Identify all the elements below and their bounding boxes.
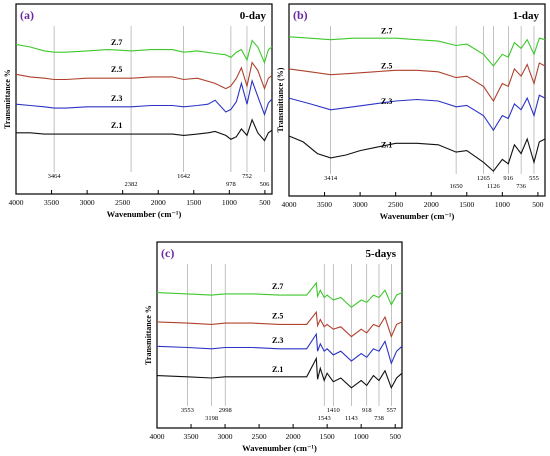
y-axis-label: Transmittance % <box>144 305 153 365</box>
peak-label: 1126 <box>487 183 501 190</box>
x-axis-label: Wavenumber (cm⁻¹) <box>380 211 455 221</box>
series-line-Z5 <box>288 62 546 103</box>
x-tick-label: 2500 <box>252 432 267 441</box>
panel-title: 1-day <box>513 10 540 22</box>
x-tick-label: 3000 <box>218 432 233 441</box>
peak-label: 3553 <box>181 407 194 414</box>
x-tick-label: 4000 <box>150 432 165 441</box>
peak-label: 2382 <box>125 181 138 188</box>
x-tick-label: 500 <box>532 200 544 209</box>
x-tick-label: 500 <box>259 198 271 207</box>
peak-label: 752 <box>242 173 252 180</box>
x-tick-label: 500 <box>390 432 402 441</box>
series-line-Z3 <box>15 78 273 117</box>
series-line-Z3 <box>288 94 546 132</box>
chart-panel-2: 4000 3500 3000 2500 2000 1500 1000 500 Wavenumbe… <box>276 3 546 221</box>
chart-panel-1: 4000 3500 3000 2500 2000 1500 1000 500 Wavenumbe… <box>3 3 273 219</box>
series-label: Z.3 <box>272 336 283 345</box>
peak-label: 916 <box>503 175 514 182</box>
series-label: Z.1 <box>381 141 392 150</box>
x-tick-label: 2000 <box>424 200 439 209</box>
x-tick-label: 1000 <box>354 432 369 441</box>
series-label: Z.3 <box>111 94 122 103</box>
peak-label: 506 <box>260 181 271 188</box>
peak-label: 557 <box>386 407 397 414</box>
x-tick-label: 2500 <box>115 198 130 207</box>
peak-label: 1410 <box>327 407 340 414</box>
series-line-Z5 <box>15 61 273 91</box>
x-tick-label: 3000 <box>353 200 368 209</box>
peak-label: 1143 <box>345 415 358 422</box>
peak-label: 3198 <box>205 415 218 422</box>
peak-label: 978 <box>226 181 236 188</box>
x-tick-label: 2500 <box>388 200 403 209</box>
series-line-Z5 <box>156 310 403 339</box>
y-axis-label: Transmittance (%) <box>276 67 285 132</box>
peak-label: 1265 <box>477 175 490 182</box>
peak-label: 3464 <box>48 173 62 180</box>
series-line-Z7 <box>288 36 546 67</box>
series-label: Z.1 <box>272 365 283 374</box>
x-tick-label: 1500 <box>320 432 335 441</box>
y-axis-label: Transmittance % <box>3 69 12 129</box>
peak-label: 1543 <box>318 415 331 422</box>
peak-label: 738 <box>374 415 384 422</box>
x-tick-label: 3500 <box>184 432 199 441</box>
x-tick-label: 4000 <box>282 200 297 209</box>
panel-label: (b) <box>293 8 308 22</box>
peak-label: 2998 <box>219 407 232 414</box>
series-label: Z.5 <box>111 65 122 74</box>
x-tick-label: 2000 <box>151 198 166 207</box>
series-label: Z.7 <box>111 38 122 47</box>
plot-frame <box>288 3 546 197</box>
series-label: Z.3 <box>381 97 392 106</box>
series-label: Z.5 <box>381 62 392 71</box>
series-line-Z7 <box>156 281 403 309</box>
series-line-Z3 <box>156 332 403 366</box>
x-tick-label: 1500 <box>186 198 201 207</box>
x-tick-label: 1000 <box>495 200 510 209</box>
series-label: Z.5 <box>272 311 283 320</box>
x-tick-label: 3500 <box>44 198 59 207</box>
peak-label: 918 <box>362 407 372 414</box>
x-axis-label: Wavenumber (cm⁻¹) <box>107 209 182 219</box>
series-line-Z7 <box>15 39 273 65</box>
peak-label: 1642 <box>177 173 190 180</box>
x-tick-label: 1000 <box>222 198 237 207</box>
plot-frame <box>156 241 403 429</box>
x-tick-label: 4000 <box>9 198 24 207</box>
x-tick-label: 3000 <box>80 198 95 207</box>
panel-title: 5-days <box>365 248 396 260</box>
x-tick-label: 1500 <box>459 200 474 209</box>
peak-label: 736 <box>516 183 527 190</box>
peak-label: 1650 <box>450 183 463 190</box>
chart-panel-3: 4000 3500 3000 2500 2000 1500 1000 500 Wavenumbe… <box>144 241 403 453</box>
series-line-Z1 <box>16 118 273 142</box>
peak-label: 555 <box>529 175 539 182</box>
peak-label: 3414 <box>324 175 338 182</box>
x-tick-label: 2000 <box>286 432 301 441</box>
series-label: Z.1 <box>111 121 122 130</box>
panel-label: (a) <box>20 8 34 22</box>
x-axis-label: Wavenumber (cm⁻¹) <box>242 443 317 453</box>
series-label: Z.7 <box>381 27 392 36</box>
series-line-Z1 <box>288 135 546 172</box>
x-tick-label: 3500 <box>317 200 332 209</box>
panel-title: 0-day <box>240 10 267 22</box>
series-line-Z1 <box>156 356 403 390</box>
panel-label: (c) <box>161 246 174 260</box>
series-label: Z.7 <box>272 282 283 291</box>
